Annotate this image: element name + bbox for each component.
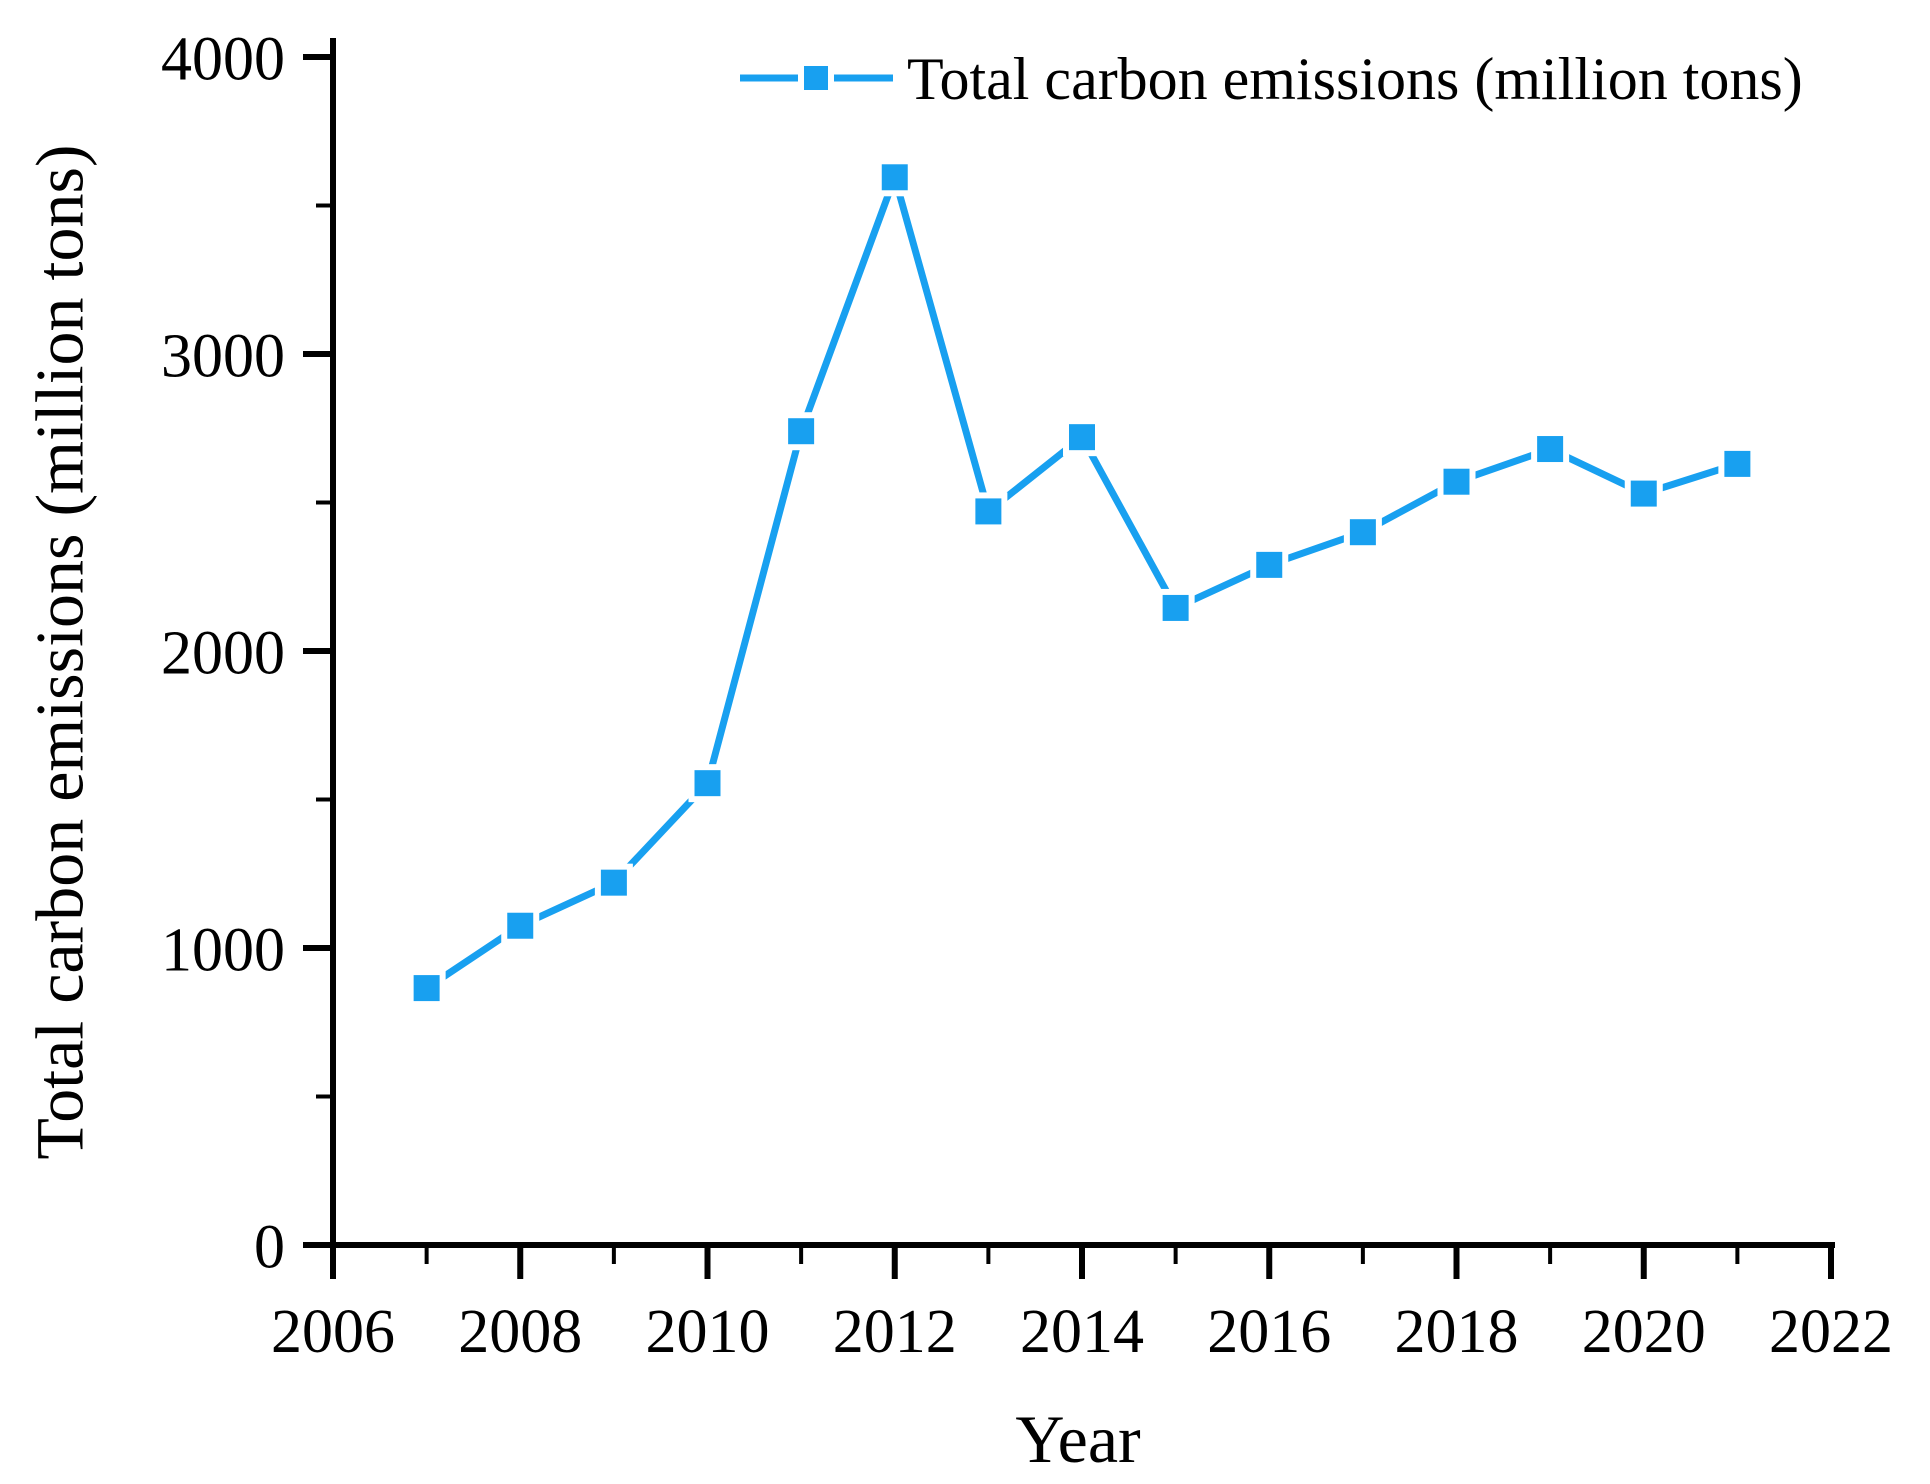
data-point-2017 xyxy=(1343,513,1382,552)
data-point-2008 xyxy=(501,906,540,945)
data-point-2015 xyxy=(1156,588,1195,627)
data-point-2007 xyxy=(407,969,446,1008)
data-point-2013 xyxy=(969,492,1008,531)
data-point-2016 xyxy=(1250,545,1289,584)
x-axis-title: Year xyxy=(1015,1401,1141,1477)
legend-label: Total carbon emissions (million tons) xyxy=(907,46,1803,112)
y-tick-label: 4000 xyxy=(161,25,285,93)
x-tick-label: 2012 xyxy=(833,1298,957,1366)
data-point-2020 xyxy=(1624,474,1663,513)
y-tick-label: 0 xyxy=(254,1213,285,1281)
x-tick-label: 2006 xyxy=(271,1298,395,1366)
data-point-2010 xyxy=(688,764,727,803)
x-tick-label: 2016 xyxy=(1207,1298,1331,1366)
y-axis-title: Total carbon emissions (million tons) xyxy=(21,144,97,1159)
legend-marker xyxy=(798,60,834,96)
data-point-2012 xyxy=(875,158,914,197)
y-tick-label: 3000 xyxy=(161,322,285,390)
x-tick-label: 2014 xyxy=(1020,1298,1144,1366)
data-point-2014 xyxy=(1063,418,1101,457)
data-point-2019 xyxy=(1531,430,1570,469)
data-point-2009 xyxy=(594,863,633,902)
data-point-2018 xyxy=(1437,462,1476,501)
data-point-2011 xyxy=(782,412,821,451)
data-point-2021 xyxy=(1718,444,1757,483)
y-tick-label: 1000 xyxy=(161,916,285,984)
x-tick-label: 2020 xyxy=(1582,1298,1706,1366)
y-tick-label: 2000 xyxy=(161,619,285,687)
x-tick-label: 2008 xyxy=(458,1298,582,1366)
x-tick-label: 2018 xyxy=(1395,1298,1519,1366)
x-tick-label: 2022 xyxy=(1769,1298,1893,1366)
x-tick-label: 2010 xyxy=(646,1298,770,1366)
